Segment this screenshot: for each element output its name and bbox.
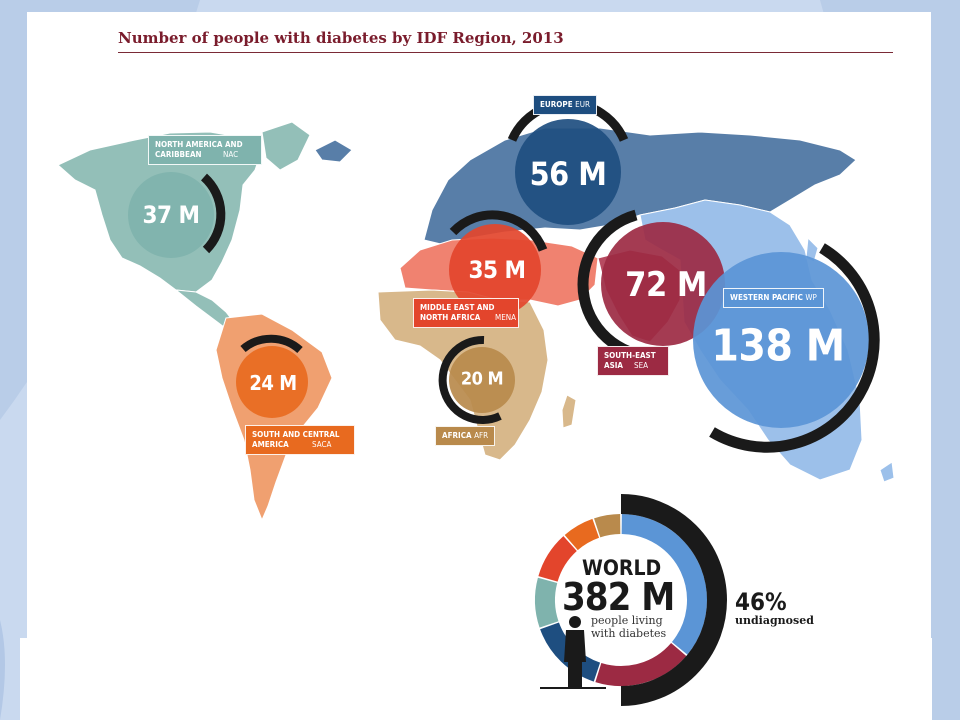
value-saca: 24 M [249, 371, 297, 395]
label-afr-code: AFR [474, 431, 489, 440]
arc-afr [438, 335, 502, 424]
label-wp-code: WP [805, 293, 817, 302]
donut-segment-wp [621, 514, 707, 655]
donut-segment-sea [595, 642, 687, 686]
label-sea-name: SOUTH-EAST ASIA [604, 351, 656, 370]
donut-segment-nac [535, 577, 559, 628]
arc-saca [240, 334, 303, 354]
label-saca-name: SOUTH AND CENTRAL AMERICA [252, 430, 340, 449]
undiagnosed-label: undiagnosed [735, 614, 814, 627]
donut-segment-saca [564, 518, 600, 551]
title-rule [118, 52, 893, 53]
bubble-nac [128, 172, 214, 258]
label-saca: SOUTH AND CENTRAL AMERICA SACA [245, 425, 355, 455]
label-mena-code: MENA [495, 313, 517, 322]
donut-segment-afr [594, 514, 621, 538]
bubble-eur [515, 119, 621, 225]
bubble-saca [236, 346, 308, 418]
island-greenland [261, 121, 311, 171]
label-wp-name: WESTERN PACIFIC [730, 293, 803, 302]
arc-nac [200, 173, 226, 254]
bubble-afr [449, 347, 515, 413]
label-wp: WESTERN PACIFIC WP [723, 288, 824, 308]
value-afr: 20 M [460, 368, 504, 390]
island-iceland [314, 139, 353, 163]
label-mena: MIDDLE EAST AND NORTH AFRICA MENA [413, 298, 519, 328]
bubble-mena [449, 224, 541, 316]
value-wp: 138 M [711, 320, 845, 372]
label-eur-name: EUROPE [540, 100, 573, 109]
value-sea: 72 M [625, 265, 707, 305]
label-eur-code: EUR [575, 100, 590, 109]
infographic-panel-bottom [20, 638, 932, 720]
value-mena: 35 M [468, 256, 526, 284]
chart-title: Number of people with diabetes by IDF Re… [118, 29, 564, 47]
world-value: 382 M [562, 575, 675, 619]
world-subtitle: people living with diabetes [591, 614, 667, 640]
label-saca-code: SACA [312, 440, 332, 449]
label-eur: EUROPE EUR [533, 95, 597, 115]
world-label: WORLD [582, 556, 662, 580]
bubble-sea [601, 222, 725, 346]
label-nac: NORTH AMERICA AND CARIBBEAN NAC [148, 135, 262, 165]
island-new-zealand [879, 461, 895, 483]
person-icon [540, 616, 606, 689]
background-wave-bottom [0, 620, 5, 720]
island-madagascar [561, 394, 577, 429]
arc-mena [449, 210, 548, 252]
label-nac-name: NORTH AMERICA AND CARIBBEAN [155, 140, 243, 159]
donut-segment-mena [538, 536, 578, 583]
label-mena-name: MIDDLE EAST AND NORTH AFRICA [420, 303, 495, 322]
world-undiagnosed-arc [620, 494, 727, 706]
undiagnosed-percent: 46% [735, 588, 787, 616]
label-sea: SOUTH-EAST ASIA SEA [597, 346, 669, 376]
label-afr-name: AFRICA [442, 431, 472, 440]
value-eur: 56 M [529, 155, 607, 193]
label-afr: AFRICA AFR [435, 426, 496, 446]
label-nac-code: NAC [223, 150, 239, 159]
label-sea-code: SEA [634, 361, 649, 370]
arc-wp [709, 243, 880, 453]
value-nac: 37 M [142, 201, 200, 229]
